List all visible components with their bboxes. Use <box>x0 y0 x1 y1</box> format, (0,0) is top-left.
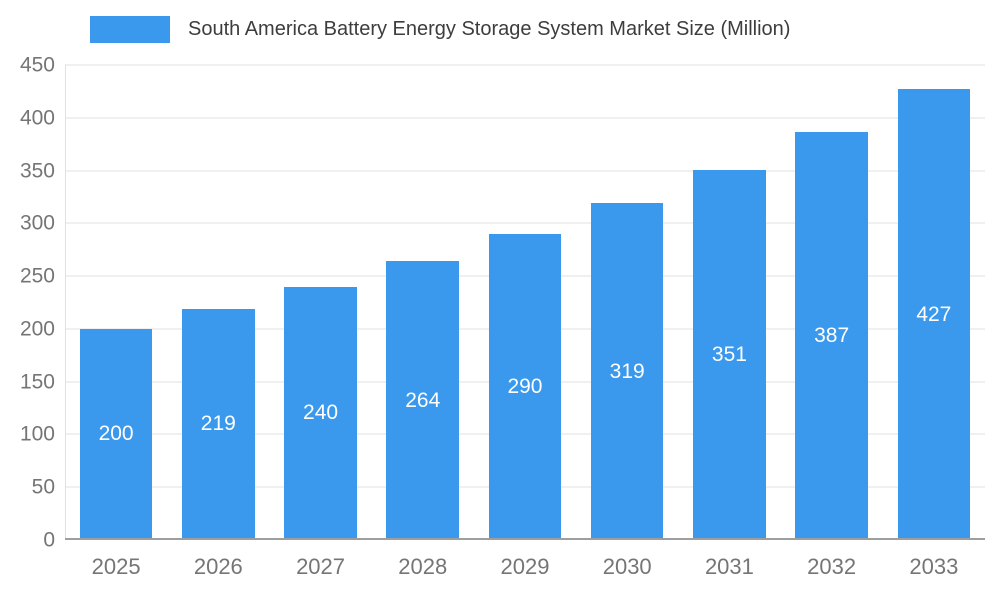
bar-slot: 264 <box>372 65 474 540</box>
y-tick-label: 300 <box>19 211 55 235</box>
y-tick-label: 0 <box>43 528 55 552</box>
gridline <box>65 222 985 224</box>
y-axis-line <box>65 65 66 540</box>
bar-value-label: 387 <box>814 323 850 347</box>
x-tick-label: 2031 <box>704 554 754 579</box>
bar-2029: 290 <box>488 233 562 540</box>
bar-slot: 351 <box>678 65 780 540</box>
y-tick-label: 150 <box>19 370 55 394</box>
bar-2031: 351 <box>693 169 766 540</box>
y-tick-label: 450 <box>19 53 55 77</box>
y-axis-labels: 0 50 100 150 200 250 300 350 400 450 <box>0 55 55 551</box>
bar-value-label: 240 <box>303 401 339 425</box>
bar-value-label: 290 <box>507 374 543 398</box>
bar-value-label: 200 <box>98 422 134 446</box>
x-tick-label: 2032 <box>807 554 857 579</box>
x-tick-label: 2028 <box>398 554 448 579</box>
bar-slot: 319 <box>576 65 678 540</box>
bar-slot: 387 <box>781 65 883 540</box>
bar-2032: 387 <box>795 131 868 540</box>
bar-2028: 264 <box>386 261 460 540</box>
bar-slot: 240 <box>269 65 371 540</box>
bar-slot: 200 <box>65 65 167 540</box>
bar-slot: 290 <box>474 65 576 540</box>
bar-value-label: 264 <box>405 388 441 412</box>
y-tick-label: 400 <box>19 106 55 130</box>
legend-swatch <box>90 16 170 43</box>
x-axis-line <box>65 538 985 540</box>
bars-container: 200 219 240 264 290 319 351 387 427 <box>65 65 985 540</box>
bar-value-label: 319 <box>609 359 645 383</box>
bar-value-label: 219 <box>200 412 236 436</box>
gridline <box>65 170 985 172</box>
bar-2033: 427 <box>897 89 971 540</box>
plot-area: 200 219 240 264 290 319 351 387 427 <box>65 64 985 540</box>
gridline <box>65 64 985 66</box>
x-tick-label: 2029 <box>500 554 550 579</box>
x-tick-label: 2030 <box>602 554 652 579</box>
bar-2025: 200 <box>79 328 153 540</box>
chart-legend: South America Battery Energy Storage Sys… <box>90 16 790 43</box>
x-tick-label: 2025 <box>91 554 141 579</box>
bar-slot: 219 <box>167 65 269 540</box>
y-tick-label: 50 <box>31 475 55 499</box>
y-tick-label: 350 <box>19 159 55 183</box>
bar-2030: 319 <box>590 203 664 540</box>
chart-title: South America Battery Energy Storage Sys… <box>188 18 791 40</box>
bar-value-label: 427 <box>916 302 952 326</box>
bar-2027: 240 <box>284 286 357 540</box>
y-tick-label: 100 <box>19 422 55 446</box>
x-tick-label: 2026 <box>193 554 243 579</box>
x-axis-labels: 2025 2026 2027 2028 2029 2030 2031 2032 2033 <box>65 554 985 580</box>
gridline <box>65 117 985 119</box>
x-tick-label: 2027 <box>296 554 346 579</box>
bar-slot: 427 <box>883 65 985 540</box>
y-tick-label: 200 <box>19 317 55 341</box>
bar-2026: 219 <box>182 308 255 540</box>
y-tick-label: 250 <box>19 264 55 288</box>
x-tick-label: 2033 <box>909 554 959 579</box>
bar-value-label: 351 <box>711 342 747 366</box>
